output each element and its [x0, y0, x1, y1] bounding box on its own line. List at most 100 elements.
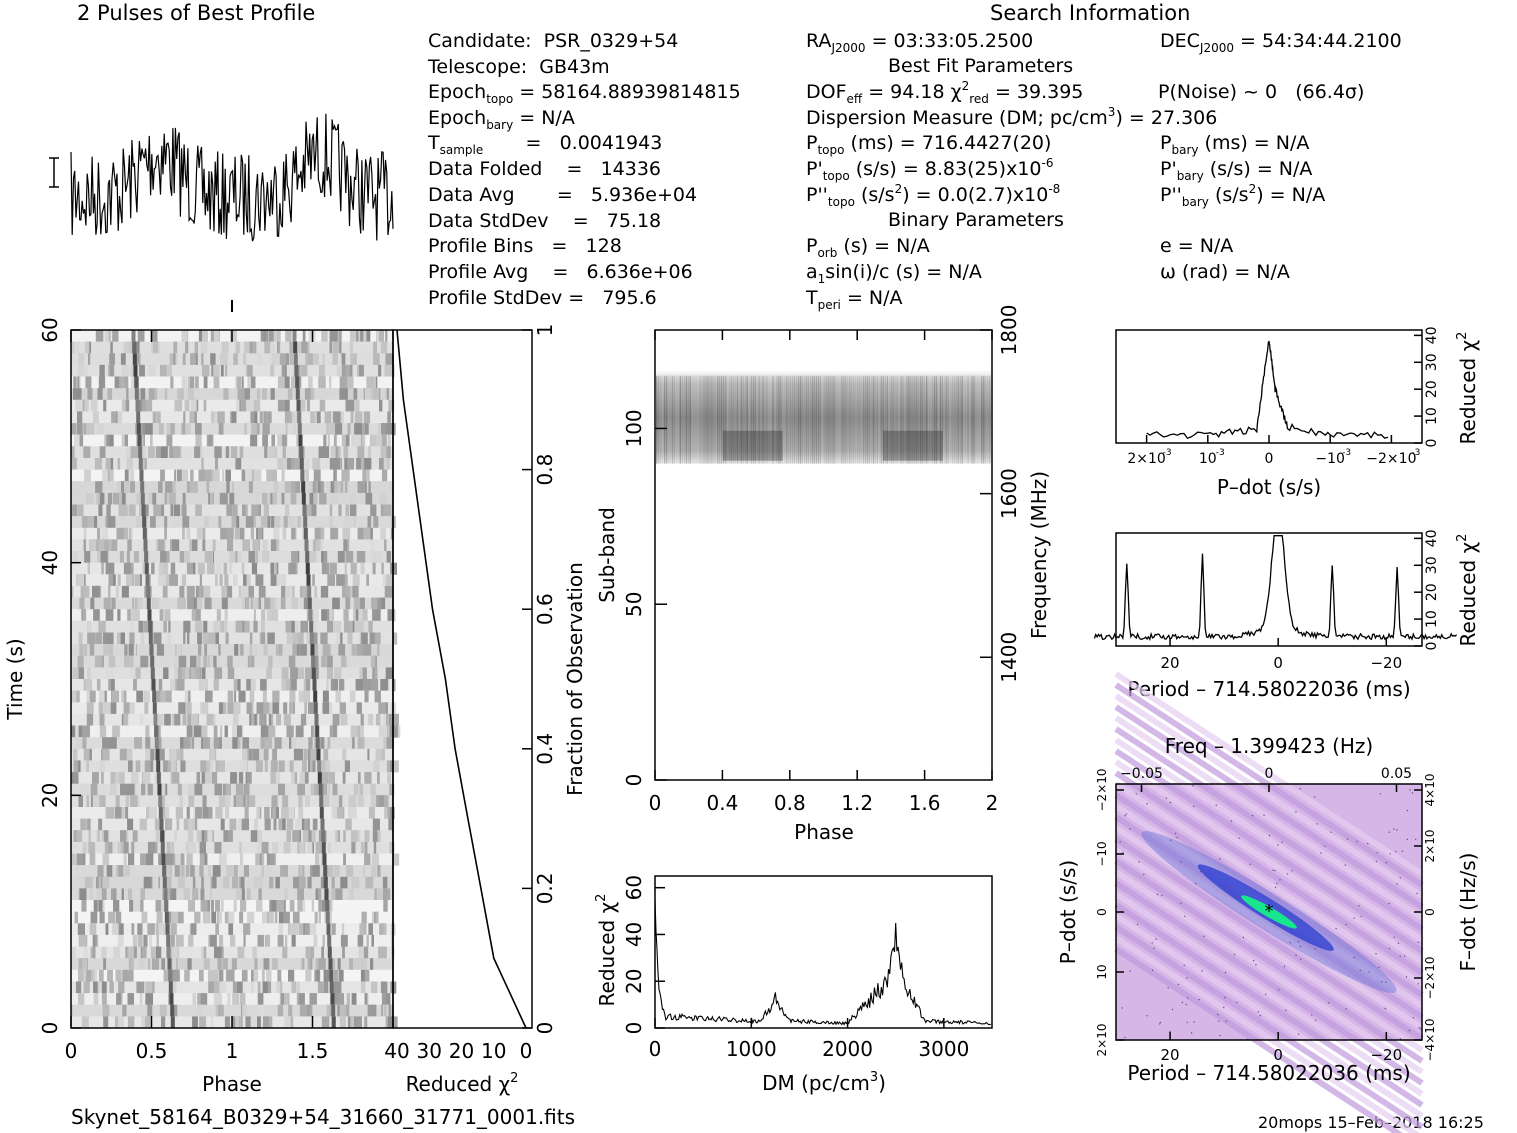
time-cell: [187, 597, 195, 610]
time-row: [71, 783, 393, 796]
time-cell: [103, 399, 107, 412]
time-cell: [271, 353, 280, 366]
time-cell: [204, 853, 208, 866]
time-cell: [321, 900, 327, 913]
ppdot-speck: [1314, 948, 1316, 950]
time-cell: [216, 609, 221, 622]
time-cell: [256, 388, 261, 401]
time-row: [71, 760, 393, 773]
time-cell: [156, 934, 159, 947]
ppdot-speck: [1203, 935, 1205, 937]
time-cell: [363, 923, 367, 936]
time-cell: [83, 748, 90, 761]
time-cell: [98, 818, 103, 831]
time-cell: [92, 585, 100, 598]
time-cell: [165, 690, 172, 703]
time-cell: [271, 434, 275, 447]
time-cell: [219, 853, 227, 866]
time-cell: [199, 969, 204, 982]
time-cell: [330, 330, 338, 343]
time-cell: [359, 923, 364, 936]
time-cell: [277, 434, 283, 447]
pulse-cell: [139, 469, 144, 482]
time-cell: [371, 551, 377, 564]
subband-column: [768, 375, 770, 464]
time-cell: [156, 644, 164, 657]
time-cell: [363, 620, 369, 633]
time-cell: [215, 458, 218, 471]
time-cell: [219, 934, 224, 947]
time-cell: [331, 446, 336, 459]
time-cell: [111, 597, 116, 610]
time-cell: [71, 446, 75, 459]
time-cell: [256, 807, 260, 820]
time-cell: [196, 830, 202, 843]
time-cell: [262, 492, 268, 505]
time-cell: [284, 888, 289, 901]
time-cell: [209, 655, 213, 668]
time-cell: [189, 539, 194, 552]
pdot-xtick-label: −2×10: [1366, 451, 1416, 467]
chi2-time-xtick-label: 0: [520, 1039, 533, 1063]
ppdot-speck: [1375, 860, 1378, 863]
time-cell: [248, 481, 253, 494]
time-cell: [290, 876, 295, 889]
time-cell: [344, 620, 350, 633]
time-cell: [130, 620, 134, 633]
time-cell: [168, 934, 175, 947]
subband-column: [941, 375, 944, 464]
time-cell: [90, 399, 98, 412]
time-cell: [129, 469, 135, 482]
time-cell: [99, 446, 106, 459]
time-cell: [164, 713, 171, 726]
time-cell: [282, 795, 289, 808]
pdot-xlabel: P–dot (s/s): [1217, 475, 1321, 499]
subband-column: [868, 375, 871, 464]
subband-column: [744, 375, 747, 464]
time-cell: [371, 597, 378, 610]
time-cell: [356, 458, 361, 471]
time-cell: [139, 574, 142, 587]
time-cell: [379, 492, 387, 505]
time-cell: [310, 748, 318, 761]
time-cell: [162, 888, 165, 901]
subband-column: [888, 375, 890, 464]
time-cell: [253, 399, 261, 412]
subband-column: [728, 375, 731, 464]
ppdot-speck: [1218, 1020, 1220, 1022]
time-cell: [297, 841, 305, 854]
pulse-cell: [170, 1004, 175, 1017]
time-cell: [365, 876, 374, 889]
time-cell: [253, 539, 260, 552]
time-cell: [147, 760, 153, 773]
pulse-cell: [319, 795, 324, 808]
time-cell: [153, 388, 158, 401]
time-cell: [363, 330, 367, 343]
time-cell: [187, 713, 192, 726]
time-cell: [240, 900, 247, 913]
time-cell: [218, 702, 224, 715]
time-cell: [231, 481, 234, 494]
pd-bary: P'bary (s/s) = N/A: [1160, 158, 1313, 183]
ppdot-speck: [1311, 1014, 1313, 1016]
period-ylabel: Reduced χ2: [1455, 534, 1480, 647]
time-cell: [208, 434, 212, 447]
time-cell: [82, 841, 88, 854]
chi2-red-value: = 39.395: [994, 81, 1084, 103]
time-cell: [359, 667, 365, 680]
subband-column: [849, 375, 851, 464]
time-cell: [271, 469, 277, 482]
subband-column: [805, 375, 808, 464]
ppdot-speck: [1399, 1038, 1402, 1040]
time-cell: [197, 632, 202, 645]
time-cell: [382, 713, 390, 726]
time-cell: [186, 481, 190, 494]
subband-column: [821, 375, 823, 464]
time-cell: [115, 911, 122, 924]
time-cell: [271, 516, 277, 529]
time-cell: [71, 725, 76, 738]
time-cell: [321, 562, 330, 575]
ppdot-speck: [1184, 915, 1186, 917]
time-cell: [339, 679, 345, 692]
time-cell: [226, 481, 230, 494]
